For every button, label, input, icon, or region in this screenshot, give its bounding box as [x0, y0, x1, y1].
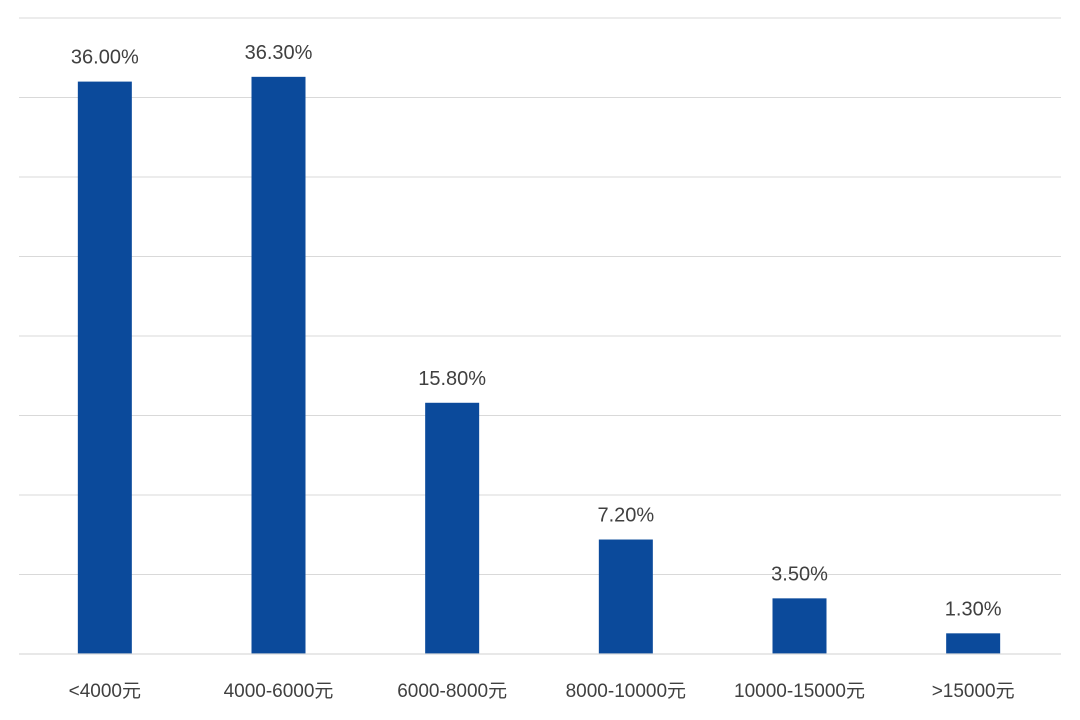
bar [77, 81, 132, 655]
bar-value-label: 36.30% [245, 42, 313, 64]
x-tick-labels: <4000元 4000-6000元 6000-8000元 8000-10000元 100… [69, 681, 1015, 702]
x-tick-label: <4000元 [69, 681, 141, 702]
x-tick-label: >15000元 [932, 681, 1015, 702]
bar [772, 598, 827, 654]
bar [598, 539, 653, 654]
x-tick-label: 4000-6000元 [224, 681, 334, 702]
gridlines [19, 17, 1061, 575]
x-tick-label: 6000-8000元 [397, 681, 507, 702]
x-tick-label: 8000-10000元 [566, 681, 686, 702]
bars [77, 76, 1001, 655]
bar-value-label: 36.00% [71, 47, 139, 69]
bar-value-label: 15.80% [418, 368, 486, 390]
x-tick-label: 10000-15000元 [734, 681, 865, 702]
bar-value-label: 3.50% [771, 563, 828, 585]
data-labels: 36.00% 36.30% 15.80% 7.20% 3.50% 1.30% [71, 42, 1002, 621]
bar [425, 402, 480, 654]
bar-value-label: 1.30% [945, 598, 1002, 620]
bar-value-label: 7.20% [597, 505, 654, 527]
bar [251, 76, 306, 654]
bar [946, 633, 1001, 654]
